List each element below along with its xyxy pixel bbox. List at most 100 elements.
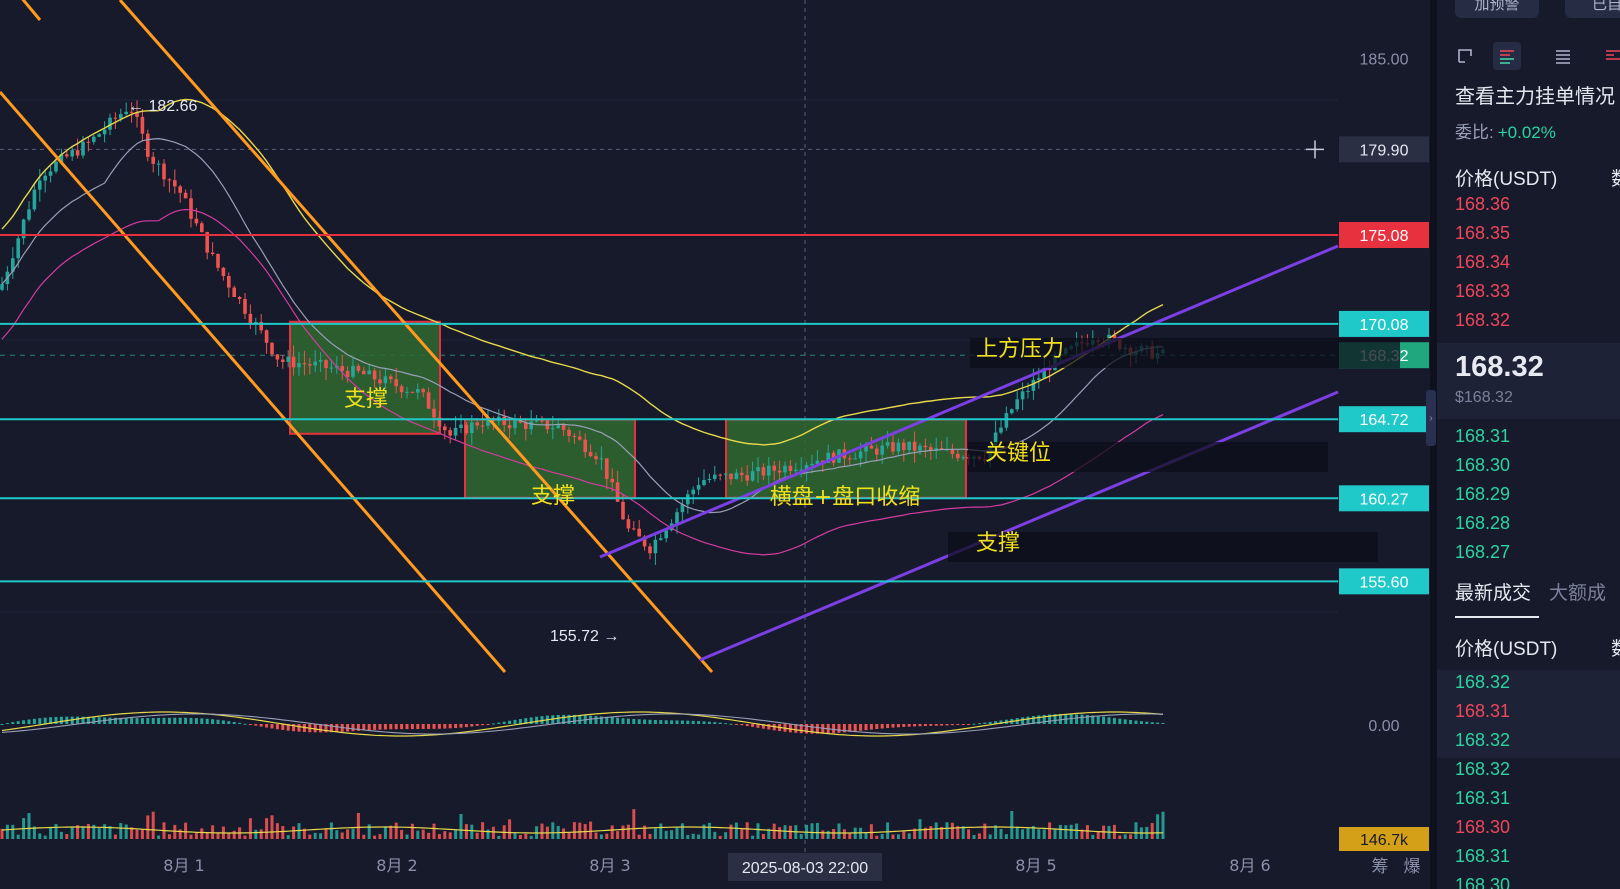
orderbook-list-icon[interactable]	[1549, 42, 1577, 70]
volume-bar	[632, 809, 636, 839]
bid-price[interactable]: 168.27	[1455, 542, 1511, 562]
macd-bar	[243, 723, 247, 725]
candle-body	[232, 287, 236, 298]
layout-icon[interactable]	[1451, 42, 1479, 70]
macd-bar	[378, 724, 382, 730]
macd-bar	[1026, 716, 1030, 724]
collapse-panel-button[interactable]: ›	[1426, 390, 1436, 446]
macd-bar	[1161, 722, 1165, 724]
volume-bar	[140, 829, 144, 839]
macd-bar	[918, 724, 922, 727]
volume-bar	[751, 835, 755, 839]
macd-bar	[556, 714, 560, 724]
volume-bar	[329, 822, 333, 839]
macd-bar	[956, 724, 960, 725]
macd-bar	[756, 724, 760, 728]
volume-bar	[113, 834, 117, 839]
volume-bar	[524, 833, 528, 839]
tab-latest-trades[interactable]: 最新成交	[1455, 583, 1532, 604]
trade-row: 168.32	[1455, 730, 1511, 750]
bid-price[interactable]: 168.28	[1455, 513, 1511, 533]
ask-price[interactable]: 168.34	[1455, 252, 1511, 272]
volume-bar	[373, 835, 377, 839]
volume-bar	[324, 828, 328, 839]
candle-body	[799, 469, 803, 471]
x-axis-label: 8月 1	[163, 856, 204, 875]
candle-body	[513, 420, 517, 429]
volume-bar	[119, 823, 123, 839]
macd-bar	[1021, 717, 1025, 724]
volume-bar	[232, 830, 236, 839]
candle-body	[745, 475, 749, 481]
bid-price[interactable]: 168.31	[1455, 426, 1511, 446]
volume-bar	[16, 834, 20, 839]
volume-bar	[540, 823, 544, 839]
volume-bar	[697, 834, 701, 839]
macd-histogram	[0, 711, 1165, 737]
candle-body	[912, 441, 917, 451]
candle-body	[761, 467, 766, 476]
candle-body	[470, 422, 474, 434]
volume-bar	[896, 834, 900, 839]
already-button[interactable]: 已自	[1565, 0, 1620, 18]
candle-body	[200, 223, 204, 233]
macd-bar	[189, 717, 193, 724]
candle-body	[551, 428, 555, 430]
candle-body	[502, 416, 506, 426]
candle-body	[707, 478, 712, 481]
volume-bar	[1048, 822, 1052, 839]
macd-bar	[146, 718, 150, 724]
macd-bar	[281, 724, 285, 730]
volume-bar	[437, 834, 441, 839]
volume-bar	[734, 822, 738, 839]
candle-body	[723, 473, 728, 475]
candle-body	[475, 422, 479, 426]
macd-bar	[810, 724, 814, 734]
volume-bar	[691, 833, 695, 839]
volume-bar	[481, 822, 485, 839]
bid-price[interactable]: 168.29	[1455, 484, 1511, 504]
macd-bar	[675, 720, 679, 724]
volume-bar	[799, 834, 803, 839]
corner-label: 爆	[1404, 857, 1421, 877]
ask-price[interactable]: 168.33	[1455, 281, 1511, 301]
volume-bar	[270, 815, 274, 839]
macd-bar	[32, 718, 36, 724]
ask-price[interactable]: 168.35	[1455, 223, 1511, 243]
macd-bar	[832, 724, 836, 734]
ask-price[interactable]: 168.32	[1455, 310, 1511, 330]
ask-price[interactable]: 168.36	[1455, 194, 1511, 214]
candle-body	[993, 432, 998, 447]
candle-body	[237, 297, 242, 300]
candle-body	[696, 485, 701, 490]
macd-bar	[1091, 715, 1095, 724]
candle-body	[432, 408, 436, 418]
volume-bar	[578, 822, 582, 839]
orderbook-compact-icon[interactable]	[1599, 42, 1620, 70]
bid-price[interactable]: 168.30	[1455, 455, 1511, 475]
volume-bar	[454, 829, 458, 839]
macd-bar	[729, 723, 733, 725]
volume-bar	[567, 832, 571, 839]
level-tag	[1339, 568, 1429, 595]
volume-bar	[410, 823, 414, 839]
volume-bar	[1080, 829, 1084, 839]
orderbook-both-icon[interactable]	[1493, 42, 1521, 70]
crosshair-plus-icon	[1306, 140, 1324, 159]
macd-bar	[356, 724, 360, 731]
corner-label: 筹	[1372, 857, 1389, 877]
tab-big-trades[interactable]: 大额成	[1549, 583, 1607, 604]
candle-body	[27, 209, 31, 220]
volume-bar	[929, 826, 933, 839]
price-axis-label: 185.00	[1360, 52, 1409, 69]
macd-bar	[49, 717, 53, 724]
add-alert-button[interactable]: 加预警	[1455, 0, 1539, 18]
volume-bar	[43, 835, 47, 839]
candle-body	[934, 448, 938, 450]
candle-body	[534, 420, 539, 422]
macd-bar	[880, 724, 884, 729]
volume-bar	[394, 822, 398, 839]
volume-bar	[913, 828, 917, 839]
volume-bar	[572, 822, 576, 839]
